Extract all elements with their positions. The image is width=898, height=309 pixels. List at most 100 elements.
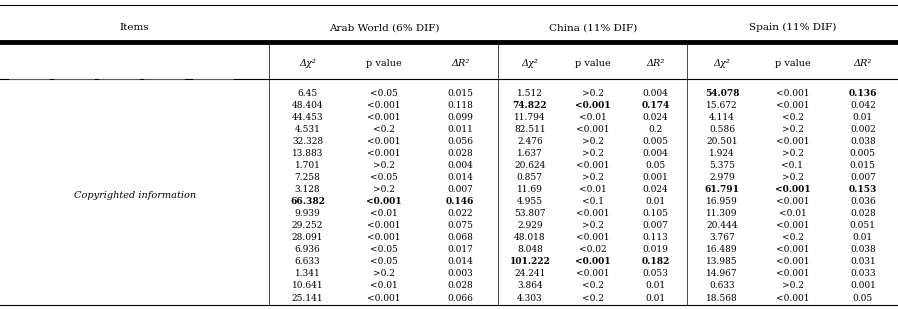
Text: 14.967: 14.967 bbox=[707, 269, 738, 278]
Text: 4.303: 4.303 bbox=[517, 294, 542, 303]
Text: 74.822: 74.822 bbox=[513, 101, 547, 110]
Text: >0.2: >0.2 bbox=[582, 137, 603, 146]
Text: 9.939: 9.939 bbox=[295, 209, 321, 218]
Text: 0.022: 0.022 bbox=[447, 209, 473, 218]
Text: 3.864: 3.864 bbox=[517, 281, 542, 290]
Text: >0.2: >0.2 bbox=[373, 161, 395, 170]
Text: Arab World (6% DIF): Arab World (6% DIF) bbox=[329, 23, 439, 32]
Text: 0.005: 0.005 bbox=[643, 137, 668, 146]
Text: 3.767: 3.767 bbox=[709, 233, 735, 242]
Text: >0.2: >0.2 bbox=[781, 281, 804, 290]
Text: 0.014: 0.014 bbox=[447, 257, 473, 266]
Text: 0.004: 0.004 bbox=[643, 149, 668, 158]
Text: 4.531: 4.531 bbox=[295, 125, 321, 134]
Text: <0.02: <0.02 bbox=[579, 245, 606, 254]
Text: 10.641: 10.641 bbox=[292, 281, 323, 290]
Text: 0.053: 0.053 bbox=[643, 269, 668, 278]
Text: 0.005: 0.005 bbox=[850, 149, 876, 158]
Text: 1.512: 1.512 bbox=[517, 89, 542, 98]
Text: 53.807: 53.807 bbox=[514, 209, 546, 218]
Text: 1.701: 1.701 bbox=[295, 161, 321, 170]
Text: 0.01: 0.01 bbox=[646, 281, 665, 290]
Text: 20.501: 20.501 bbox=[707, 137, 738, 146]
Text: <0.001: <0.001 bbox=[367, 294, 401, 303]
Text: <0.001: <0.001 bbox=[576, 233, 610, 242]
Text: 3.128: 3.128 bbox=[295, 185, 321, 194]
Text: <0.01: <0.01 bbox=[579, 113, 606, 122]
Text: >0.2: >0.2 bbox=[582, 221, 603, 230]
Text: 0.182: 0.182 bbox=[641, 257, 670, 266]
Text: <0.001: <0.001 bbox=[776, 89, 809, 98]
Text: >0.2: >0.2 bbox=[582, 89, 603, 98]
Text: 20.444: 20.444 bbox=[707, 221, 738, 230]
Text: <0.001: <0.001 bbox=[776, 269, 809, 278]
Text: 44.453: 44.453 bbox=[292, 113, 323, 122]
Text: <0.001: <0.001 bbox=[367, 233, 401, 242]
Text: 0.038: 0.038 bbox=[850, 245, 876, 254]
Text: 0.007: 0.007 bbox=[850, 173, 876, 182]
Text: 48.018: 48.018 bbox=[514, 233, 546, 242]
Text: 20.624: 20.624 bbox=[515, 161, 545, 170]
Text: <0.001: <0.001 bbox=[576, 125, 610, 134]
Text: ΔR²: ΔR² bbox=[647, 59, 665, 68]
Text: 0.146: 0.146 bbox=[446, 197, 474, 206]
Text: <0.001: <0.001 bbox=[575, 257, 611, 266]
Text: <0.001: <0.001 bbox=[576, 269, 610, 278]
Text: <0.2: <0.2 bbox=[373, 125, 395, 134]
Text: 0.068: 0.068 bbox=[447, 233, 473, 242]
Text: <0.001: <0.001 bbox=[776, 221, 809, 230]
Text: 0.01: 0.01 bbox=[853, 233, 873, 242]
Text: Spain (11% DIF): Spain (11% DIF) bbox=[749, 23, 836, 32]
Text: p value: p value bbox=[366, 59, 401, 68]
Text: 0.075: 0.075 bbox=[447, 221, 473, 230]
Text: <0.01: <0.01 bbox=[779, 209, 806, 218]
Text: 7.258: 7.258 bbox=[295, 173, 321, 182]
Text: 0.024: 0.024 bbox=[643, 113, 668, 122]
Text: 0.857: 0.857 bbox=[517, 173, 542, 182]
Text: 18.568: 18.568 bbox=[706, 294, 738, 303]
Text: 0.028: 0.028 bbox=[447, 149, 473, 158]
Text: <0.2: <0.2 bbox=[582, 294, 603, 303]
Text: <0.001: <0.001 bbox=[367, 113, 401, 122]
Text: <0.1: <0.1 bbox=[781, 161, 804, 170]
Text: 29.252: 29.252 bbox=[292, 221, 323, 230]
Text: >0.2: >0.2 bbox=[781, 125, 804, 134]
Text: 0.05: 0.05 bbox=[646, 161, 665, 170]
Text: 0.01: 0.01 bbox=[646, 294, 665, 303]
Text: 1.341: 1.341 bbox=[295, 269, 321, 278]
Text: 0.028: 0.028 bbox=[447, 281, 473, 290]
Text: 0.003: 0.003 bbox=[447, 269, 473, 278]
Text: Items: Items bbox=[120, 23, 149, 32]
Text: 0.056: 0.056 bbox=[447, 137, 473, 146]
Text: <0.001: <0.001 bbox=[367, 137, 401, 146]
Text: <0.001: <0.001 bbox=[367, 221, 401, 230]
Text: 0.001: 0.001 bbox=[850, 281, 876, 290]
Text: 0.01: 0.01 bbox=[853, 113, 873, 122]
Text: 0.015: 0.015 bbox=[447, 89, 473, 98]
Text: 11.794: 11.794 bbox=[514, 113, 546, 122]
Text: 101.222: 101.222 bbox=[509, 257, 550, 266]
Text: 13.985: 13.985 bbox=[707, 257, 738, 266]
Text: >0.2: >0.2 bbox=[373, 185, 395, 194]
Text: <0.001: <0.001 bbox=[367, 149, 401, 158]
Text: <0.001: <0.001 bbox=[776, 257, 809, 266]
Text: 2.476: 2.476 bbox=[517, 137, 542, 146]
Text: 0.099: 0.099 bbox=[447, 113, 473, 122]
Text: 0.002: 0.002 bbox=[850, 125, 876, 134]
Text: 5.375: 5.375 bbox=[709, 161, 735, 170]
Text: <0.05: <0.05 bbox=[370, 89, 398, 98]
Text: 0.007: 0.007 bbox=[643, 221, 668, 230]
Text: <0.01: <0.01 bbox=[370, 209, 398, 218]
Text: ΔR²: ΔR² bbox=[854, 59, 872, 68]
Text: p value: p value bbox=[575, 59, 611, 68]
Text: 0.007: 0.007 bbox=[447, 185, 473, 194]
Text: Δχ²: Δχ² bbox=[299, 59, 316, 68]
Text: 0.038: 0.038 bbox=[850, 137, 876, 146]
Text: 0.031: 0.031 bbox=[850, 257, 876, 266]
Text: 8.048: 8.048 bbox=[517, 245, 542, 254]
Text: 0.014: 0.014 bbox=[447, 173, 473, 182]
Text: 0.001: 0.001 bbox=[643, 173, 668, 182]
Text: 0.01: 0.01 bbox=[646, 197, 665, 206]
Text: <0.2: <0.2 bbox=[781, 113, 804, 122]
Text: 0.586: 0.586 bbox=[709, 125, 735, 134]
